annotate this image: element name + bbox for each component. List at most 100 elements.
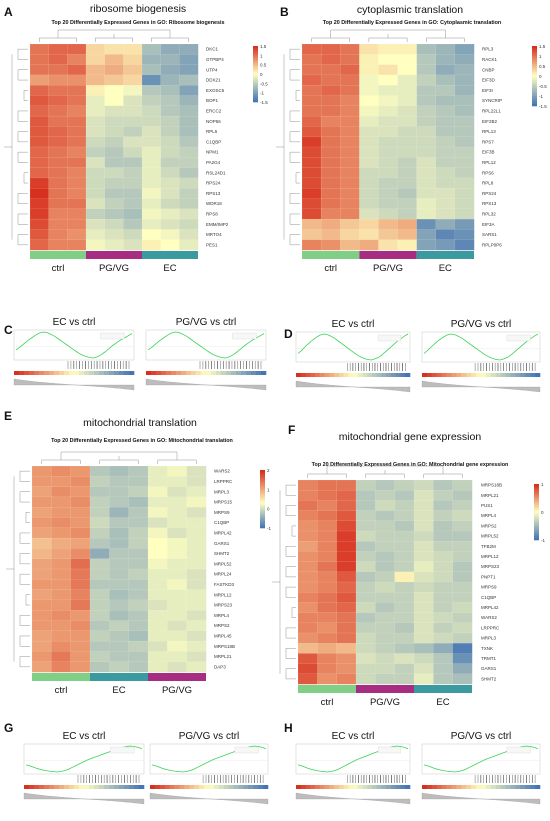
color-legend-A: [253, 51, 258, 54]
gene-label-F: LRPPRC: [481, 625, 500, 630]
gene-label-F: MRPS18B: [481, 483, 502, 488]
heatmap-cell-A: [104, 188, 124, 199]
heatmap-cell-A: [67, 95, 87, 107]
heatmap-cell-F: [317, 561, 338, 573]
heatmap-cell-F: [375, 673, 396, 685]
heatmap-cell-E: [70, 651, 91, 663]
gene-label-B: CNBP: [482, 67, 495, 72]
row-dendrogram-F: [285, 668, 296, 680]
heatmap-cell-E: [70, 568, 91, 580]
color-legend-A: [253, 75, 258, 79]
gsea-rank-bar-G-1: [164, 785, 170, 789]
color-legend-B: [532, 98, 537, 101]
heatmap-cell-E: [89, 589, 110, 601]
heatmap-cell-F: [355, 520, 376, 532]
heatmap-cell-E: [147, 486, 168, 498]
heatmap-cell-A: [85, 126, 106, 138]
gsea-rank-bar-D-1: [510, 373, 516, 377]
gsea-title-G-1: PG/VG vs ctrl: [179, 731, 240, 742]
gsea-rank-bar-C-0: [64, 371, 70, 375]
gsea-stats-box-C-1: [232, 332, 257, 340]
heatmap-cell-E: [109, 558, 130, 570]
heatmap-cell-B: [378, 218, 399, 230]
heatmap-cell-E: [167, 630, 188, 642]
heatmap-cell-B: [359, 105, 379, 117]
heatmap-cell-F: [413, 581, 434, 593]
heatmap-title-E: mitochondrial translation: [83, 417, 197, 429]
row-dendrogram-E: [19, 656, 30, 668]
heatmap-cell-E: [70, 620, 91, 632]
gsea-rank-bar-D-0: [343, 373, 349, 377]
heatmap-cell-F: [297, 581, 318, 593]
heatmap-cell-F: [317, 663, 338, 675]
legend-tick-E: 1: [267, 487, 270, 492]
heatmap-cell-B: [397, 43, 418, 55]
gsea-rank-bar-H-1: [466, 785, 472, 789]
gsea-rank-bar-G-1: [253, 785, 259, 789]
heatmap-cell-E: [167, 537, 188, 549]
color-legend-B: [532, 94, 537, 97]
heatmap-cell-A: [104, 146, 124, 158]
heatmap-cell-E: [147, 537, 168, 549]
heatmap-cell-A: [141, 95, 162, 107]
gsea-rank-bar-G-0: [39, 785, 45, 789]
heatmap-cell-B: [340, 167, 360, 179]
heatmap-cell-B: [359, 167, 379, 179]
heatmap-cell-F: [413, 622, 434, 634]
gsea-rank-bar-G-1: [209, 785, 215, 789]
heatmap-cell-E: [167, 527, 188, 539]
gsea-rank-bar-G-0: [89, 785, 95, 789]
heatmap-cell-E: [89, 599, 110, 611]
color-legend-E: [260, 497, 265, 500]
gsea-rank-bar-G-1: [179, 785, 185, 789]
heatmap-cell-B: [301, 64, 322, 76]
gsea-rank-bar-C-0: [104, 371, 110, 375]
heatmap-cell-A: [141, 177, 162, 189]
heatmap-cell-A: [29, 229, 50, 241]
gsea-stats-box-D-0: [377, 334, 402, 342]
gene-label-A: RSL24D1: [206, 170, 226, 175]
color-legend-B: [532, 104, 537, 107]
heatmap-cell-E: [167, 610, 188, 621]
gsea-rank-bar-G-1: [159, 785, 166, 789]
heatmap-cell-B: [397, 218, 418, 230]
color-legend-B: [532, 100, 537, 103]
heatmap-cell-B: [378, 239, 399, 251]
heatmap-cell-B: [301, 177, 322, 189]
legend-tick-E: 2: [267, 468, 270, 473]
gsea-rank-bar-G-0: [44, 785, 50, 789]
gsea-rank-bar-H-1: [441, 785, 447, 789]
heatmap-cell-E: [51, 651, 72, 663]
heatmap-cell-F: [336, 510, 357, 522]
heatmap-cell-F: [413, 561, 434, 573]
heatmap-cell-A: [29, 239, 50, 251]
heatmap-cell-A: [85, 95, 106, 107]
heatmap-cell-F: [452, 622, 473, 634]
heatmap-cell-B: [359, 43, 379, 55]
color-legend-A: [253, 60, 258, 64]
heatmap-cell-F: [375, 653, 396, 665]
heatmap-cell-A: [160, 95, 180, 107]
gene-label-A: NOP56: [206, 119, 221, 124]
heatmap-cell-B: [397, 105, 418, 117]
heatmap-cell-E: [147, 517, 168, 529]
heatmap-cell-F: [433, 530, 454, 542]
heatmap-cell-B: [435, 146, 456, 158]
heatmap-cell-A: [123, 198, 143, 210]
gsea-title-D-0: EC vs ctrl: [332, 319, 375, 330]
heatmap-cell-B: [378, 177, 399, 189]
color-legend-A: [253, 66, 258, 69]
heatmap-cell-B: [359, 64, 379, 76]
heatmap-cell-E: [167, 599, 188, 611]
color-legend-F: [534, 525, 539, 528]
heatmap-cell-B: [435, 43, 456, 55]
heatmap-cell-F: [413, 602, 434, 614]
heatmap-cell-E: [31, 507, 52, 518]
color-legend-F: [534, 508, 539, 511]
heatmap-cell-E: [70, 610, 91, 621]
heatmap-cell-E: [128, 640, 149, 652]
row-dendrogram-E: [19, 635, 30, 647]
heatmap-cell-B: [454, 198, 475, 210]
heatmap-cell-E: [147, 558, 168, 570]
color-legend-E: [260, 471, 265, 475]
